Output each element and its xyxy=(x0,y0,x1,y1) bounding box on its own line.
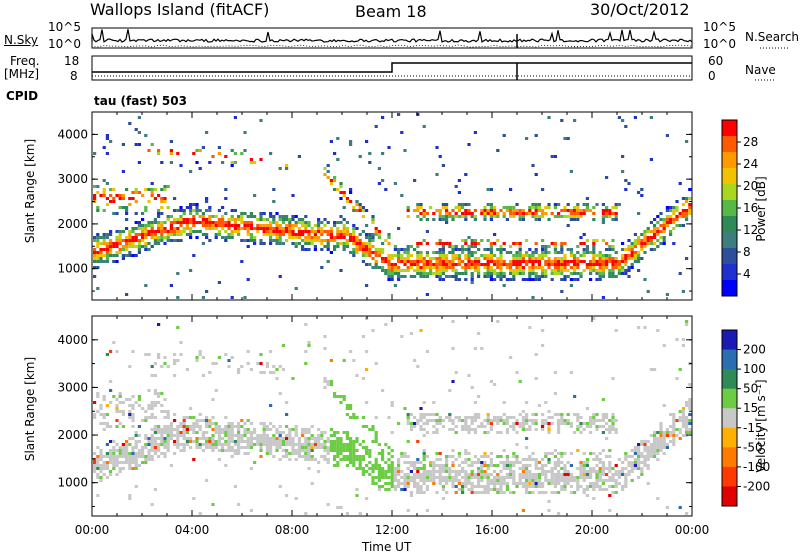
y-tick-label: 2000 xyxy=(57,217,88,231)
colorbar-tick-label: -50 xyxy=(743,440,763,454)
colorbar-swatch xyxy=(722,427,737,448)
nsearch-tick-bottom: 10^0 xyxy=(703,37,736,51)
nave-tick-bottom: 0 xyxy=(708,69,716,83)
colorbar-swatch xyxy=(722,168,737,185)
time-tick-label: 04:00 xyxy=(175,523,210,537)
colorbar-swatch xyxy=(722,330,737,351)
y-tick-label: 1000 xyxy=(57,476,88,490)
y-tick-label: 1000 xyxy=(57,262,88,276)
y-tick-label: 3000 xyxy=(57,380,88,394)
cpid-label: CPID xyxy=(6,89,39,103)
colorbar-tick-label: -100 xyxy=(743,460,770,474)
freq-trace xyxy=(92,62,692,73)
colorbar-swatch xyxy=(722,349,737,370)
colorbar-tick-label: 200 xyxy=(743,343,766,357)
sky-panel-frame xyxy=(91,27,693,49)
colorbar-swatch xyxy=(722,232,737,249)
freq-tick-bottom: 8 xyxy=(70,69,78,83)
nave-tick-top: 60 xyxy=(708,54,724,68)
y-tick-label: 2000 xyxy=(57,428,88,442)
nsearch-label: N.Search xyxy=(745,30,800,44)
beam-title: Beam 18 xyxy=(355,2,427,21)
colorbar-tick-label: 100 xyxy=(743,362,766,376)
freq-unit-label: [MHz] xyxy=(4,67,40,81)
colorbar-swatch xyxy=(722,200,737,217)
colorbar-swatch xyxy=(722,248,737,265)
velocity-colorbar-frame xyxy=(721,329,738,507)
time-tick-label: 12:00 xyxy=(375,523,410,537)
time-tick-label: 16:00 xyxy=(475,523,510,537)
colorbar-swatch xyxy=(722,216,737,233)
y-tick-label: 4000 xyxy=(57,127,88,141)
colorbar-tick-label: 50 xyxy=(743,382,758,396)
colorbar-swatch xyxy=(722,120,737,137)
time-tick-label: 00:00 xyxy=(75,523,110,537)
nsearch-tick-top: 10^5 xyxy=(703,20,736,34)
colorbar-swatch xyxy=(722,486,737,507)
colorbar-swatch xyxy=(722,264,737,281)
time-tick-label: 20:00 xyxy=(575,523,610,537)
station-title: Wallops Island (fitACF) xyxy=(90,0,270,19)
colorbar-tick-label: -15 xyxy=(743,421,763,435)
freq-panel-frame xyxy=(91,55,693,81)
colorbar-swatch xyxy=(722,136,737,153)
colorbar-swatch xyxy=(722,152,737,169)
colorbar-tick-label: 24 xyxy=(743,157,758,171)
y-tick-label: 3000 xyxy=(57,172,88,186)
colorbar-swatch xyxy=(722,388,737,409)
colorbar-tick-label: 4 xyxy=(743,267,751,281)
nsearch-trace xyxy=(91,44,693,48)
colorbar-tick-label: 28 xyxy=(743,135,758,149)
colorbar-swatch xyxy=(722,466,737,487)
colorbar-swatch xyxy=(722,408,737,429)
freq-tick-top: 18 xyxy=(64,54,80,68)
colorbar-tick-label: 15 xyxy=(743,401,758,415)
nsky-label: N.Sky xyxy=(4,33,39,47)
cpid-value: tau (fast) 503 xyxy=(94,94,187,108)
time-tick-label: 00:00 xyxy=(675,523,710,537)
velocity-heatmap-cells xyxy=(93,317,692,515)
date-title: 30/Oct/2012 xyxy=(590,0,690,19)
freq-label: Freq. xyxy=(10,54,40,68)
colorbar-tick-label: 8 xyxy=(743,245,751,259)
colorbar-swatch xyxy=(722,184,737,201)
colorbar-tick-label: 16 xyxy=(743,201,758,215)
time-tick-label: 08:00 xyxy=(275,523,310,537)
y-tick-label: 4000 xyxy=(57,333,88,347)
time-axis-label: Time UT xyxy=(362,540,412,554)
nsky-tick-bottom: 10^0 xyxy=(48,37,81,51)
colorbar-swatch xyxy=(722,447,737,468)
nave-label: Nave xyxy=(745,63,776,77)
colorbar-tick-label: -200 xyxy=(743,479,770,493)
power-heatmap-cells xyxy=(93,113,692,299)
colorbar-tick-label: 12 xyxy=(743,223,758,237)
colorbar-tick-label: 20 xyxy=(743,179,758,193)
nsky-tick-top: 10^5 xyxy=(48,20,81,34)
colorbar-swatch xyxy=(722,280,737,297)
colorbar-swatch xyxy=(722,369,737,390)
nsky-trace xyxy=(91,29,693,43)
